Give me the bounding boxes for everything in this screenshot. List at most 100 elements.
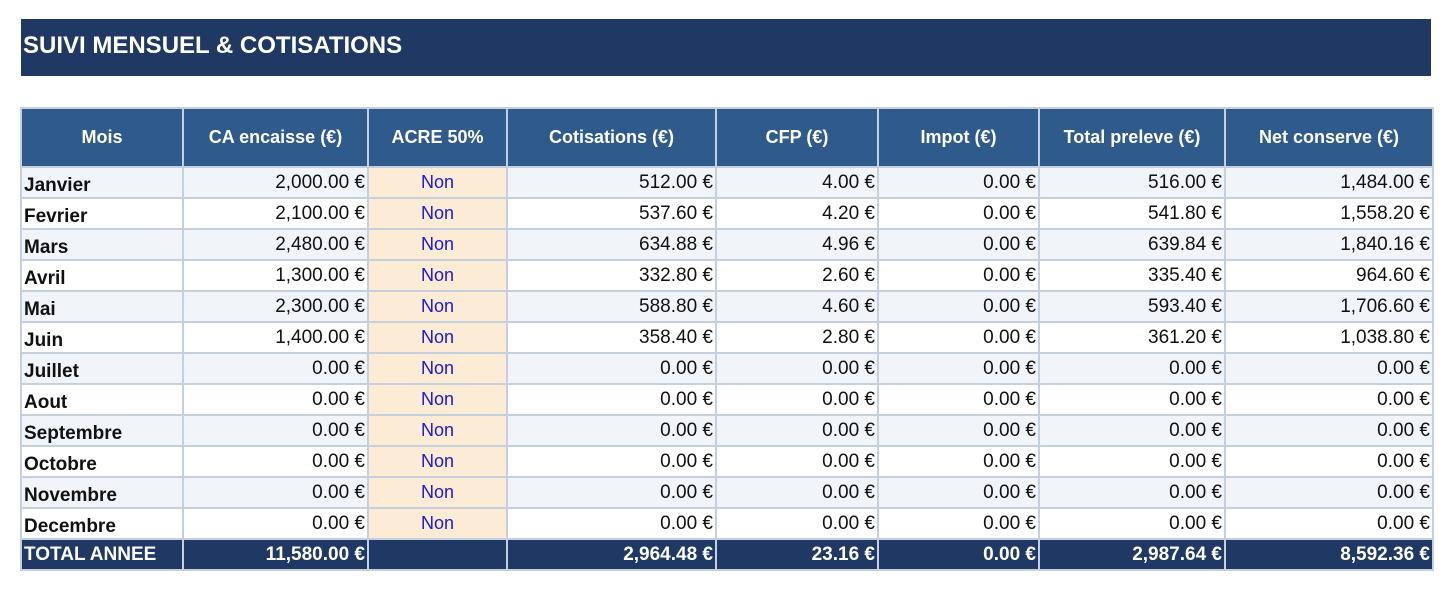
total-cfp-cell[interactable]: 23.16 € [715, 538, 879, 571]
month-cell[interactable]: Mai [20, 290, 184, 323]
column-header-total[interactable]: Total preleve (€) [1038, 107, 1226, 168]
total-preleve-cell[interactable]: 0.00 € [1038, 352, 1226, 385]
acre-cell[interactable]: Non [367, 290, 508, 323]
impot-cell[interactable]: 0.00 € [877, 228, 1040, 261]
cfp-cell[interactable]: 0.00 € [715, 445, 879, 478]
cotisations-cell[interactable]: 0.00 € [506, 445, 717, 478]
ca-cell[interactable]: 2,480.00 € [182, 228, 369, 261]
total-preleve-cell[interactable]: 361.20 € [1038, 321, 1226, 354]
month-cell[interactable]: Fevrier [20, 197, 184, 230]
column-header-cfp[interactable]: CFP (€) [715, 107, 879, 168]
cfp-cell[interactable]: 0.00 € [715, 383, 879, 416]
impot-cell[interactable]: 0.00 € [877, 507, 1040, 540]
acre-cell[interactable]: Non [367, 352, 508, 385]
net-conserve-cell[interactable]: 0.00 € [1224, 476, 1434, 509]
cfp-cell[interactable]: 2.80 € [715, 321, 879, 354]
column-header-cotisations[interactable]: Cotisations (€) [506, 107, 717, 168]
net-conserve-cell[interactable]: 1,706.60 € [1224, 290, 1434, 323]
impot-cell[interactable]: 0.00 € [877, 290, 1040, 323]
net-conserve-cell[interactable]: 1,558.20 € [1224, 197, 1434, 230]
column-header-net[interactable]: Net conserve (€) [1224, 107, 1434, 168]
impot-cell[interactable]: 0.00 € [877, 321, 1040, 354]
cfp-cell[interactable]: 0.00 € [715, 507, 879, 540]
cotisations-cell[interactable]: 0.00 € [506, 383, 717, 416]
total-preleve-cell[interactable]: 0.00 € [1038, 414, 1226, 447]
ca-cell[interactable]: 2,000.00 € [182, 166, 369, 199]
total-impot-cell[interactable]: 0.00 € [877, 538, 1040, 571]
total-preleve-cell[interactable]: 639.84 € [1038, 228, 1226, 261]
impot-cell[interactable]: 0.00 € [877, 476, 1040, 509]
cotisations-cell[interactable]: 537.60 € [506, 197, 717, 230]
cfp-cell[interactable]: 4.60 € [715, 290, 879, 323]
net-conserve-cell[interactable]: 1,038.80 € [1224, 321, 1434, 354]
cfp-cell[interactable]: 0.00 € [715, 414, 879, 447]
ca-cell[interactable]: 2,300.00 € [182, 290, 369, 323]
acre-cell[interactable]: Non [367, 476, 508, 509]
total-acre-cell[interactable] [367, 538, 508, 571]
total-preleve-cell[interactable]: 335.40 € [1038, 259, 1226, 292]
total-preleve-cell[interactable]: 0.00 € [1038, 383, 1226, 416]
month-cell[interactable]: Aout [20, 383, 184, 416]
net-conserve-cell[interactable]: 0.00 € [1224, 383, 1434, 416]
net-conserve-cell[interactable]: 964.60 € [1224, 259, 1434, 292]
cotisations-cell[interactable]: 0.00 € [506, 476, 717, 509]
cotisations-cell[interactable]: 588.80 € [506, 290, 717, 323]
total-cotisations-cell[interactable]: 2,964.48 € [506, 538, 717, 571]
net-conserve-cell[interactable]: 1,840.16 € [1224, 228, 1434, 261]
net-conserve-cell[interactable]: 1,484.00 € [1224, 166, 1434, 199]
total-label[interactable]: TOTAL ANNEE [20, 538, 184, 571]
ca-cell[interactable]: 0.00 € [182, 445, 369, 478]
impot-cell[interactable]: 0.00 € [877, 445, 1040, 478]
month-cell[interactable]: Avril [20, 259, 184, 292]
cfp-cell[interactable]: 2.60 € [715, 259, 879, 292]
acre-cell[interactable]: Non [367, 507, 508, 540]
ca-cell[interactable]: 0.00 € [182, 414, 369, 447]
total-ca-cell[interactable]: 11,580.00 € [182, 538, 369, 571]
ca-cell[interactable]: 1,300.00 € [182, 259, 369, 292]
ca-cell[interactable]: 0.00 € [182, 383, 369, 416]
month-cell[interactable]: Octobre [20, 445, 184, 478]
cfp-cell[interactable]: 4.20 € [715, 197, 879, 230]
total-preleve-cell[interactable]: 0.00 € [1038, 445, 1226, 478]
acre-cell[interactable]: Non [367, 166, 508, 199]
impot-cell[interactable]: 0.00 € [877, 352, 1040, 385]
net-conserve-cell[interactable]: 0.00 € [1224, 352, 1434, 385]
cotisations-cell[interactable]: 512.00 € [506, 166, 717, 199]
month-cell[interactable]: Juin [20, 321, 184, 354]
total-preleve-cell[interactable]: 541.80 € [1038, 197, 1226, 230]
month-cell[interactable]: Mars [20, 228, 184, 261]
cotisations-cell[interactable]: 0.00 € [506, 507, 717, 540]
acre-cell[interactable]: Non [367, 414, 508, 447]
total-preleve-cell[interactable]: 593.40 € [1038, 290, 1226, 323]
month-cell[interactable]: Novembre [20, 476, 184, 509]
cfp-cell[interactable]: 0.00 € [715, 476, 879, 509]
cfp-cell[interactable]: 0.00 € [715, 352, 879, 385]
total-preleve-cell[interactable]: 0.00 € [1038, 476, 1226, 509]
acre-cell[interactable]: Non [367, 383, 508, 416]
impot-cell[interactable]: 0.00 € [877, 259, 1040, 292]
month-cell[interactable]: Juillet [20, 352, 184, 385]
total-preleve-cell[interactable]: 0.00 € [1038, 507, 1226, 540]
cotisations-cell[interactable]: 358.40 € [506, 321, 717, 354]
total-preleve-cell[interactable]: 516.00 € [1038, 166, 1226, 199]
month-cell[interactable]: Septembre [20, 414, 184, 447]
acre-cell[interactable]: Non [367, 197, 508, 230]
acre-cell[interactable]: Non [367, 321, 508, 354]
acre-cell[interactable]: Non [367, 445, 508, 478]
cotisations-cell[interactable]: 332.80 € [506, 259, 717, 292]
column-header-ca[interactable]: CA encaisse (€) [182, 107, 369, 168]
net-conserve-cell[interactable]: 0.00 € [1224, 445, 1434, 478]
impot-cell[interactable]: 0.00 € [877, 414, 1040, 447]
ca-cell[interactable]: 2,100.00 € [182, 197, 369, 230]
column-header-acre[interactable]: ACRE 50% [367, 107, 508, 168]
column-header-impot[interactable]: Impot (€) [877, 107, 1040, 168]
ca-cell[interactable]: 0.00 € [182, 476, 369, 509]
ca-cell[interactable]: 0.00 € [182, 507, 369, 540]
impot-cell[interactable]: 0.00 € [877, 197, 1040, 230]
cfp-cell[interactable]: 4.00 € [715, 166, 879, 199]
month-cell[interactable]: Decembre [20, 507, 184, 540]
cotisations-cell[interactable]: 0.00 € [506, 352, 717, 385]
impot-cell[interactable]: 0.00 € [877, 383, 1040, 416]
column-header-mois[interactable]: Mois [20, 107, 184, 168]
ca-cell[interactable]: 0.00 € [182, 352, 369, 385]
